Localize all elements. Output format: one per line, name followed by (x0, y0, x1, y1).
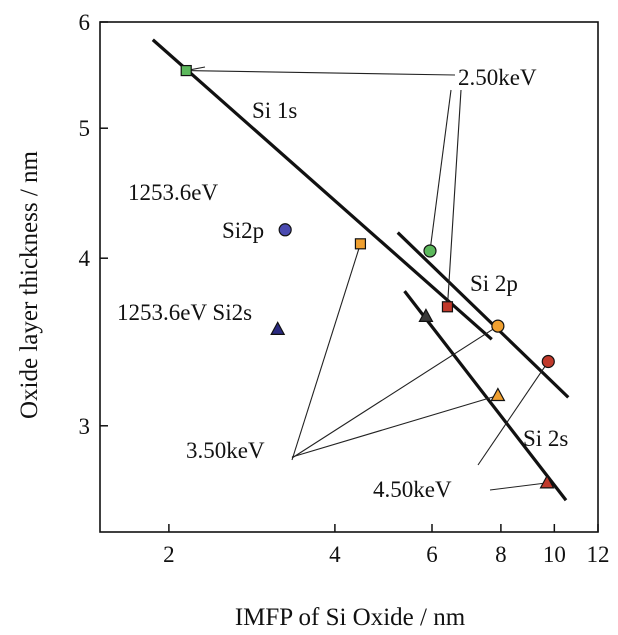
leader-line (291, 394, 499, 458)
fit-line-si-1s (151, 38, 493, 341)
fit-lines (151, 38, 570, 502)
data-point-triangle (418, 308, 434, 322)
x-tick-label: 12 (587, 542, 610, 567)
leader-line (446, 89, 462, 307)
x-tick-label: 2 (163, 542, 175, 567)
leader-line (477, 361, 549, 466)
annotation-3-50kev: 3.50keV (186, 438, 265, 463)
annotation-2-50kev: 2.50keV (458, 65, 537, 90)
leader-line (291, 325, 499, 459)
x-tick-label: 4 (329, 542, 341, 567)
y-tick-label: 6 (79, 10, 91, 35)
annotation-1253-eV: 1253.6eV (128, 180, 218, 205)
fit-line-si-2s (403, 290, 568, 502)
annotation-si2p: Si2p (222, 218, 264, 243)
annotation-4-50kev: 4.50keV (373, 477, 452, 502)
annotation-1253-eV-si2s: 1253.6eV Si2s (117, 300, 252, 325)
y-axis-title: Oxide layer thickness / nm (16, 150, 43, 419)
y-tick-label: 4 (79, 246, 91, 271)
data-point-triangle (539, 474, 555, 489)
leader-line (186, 70, 456, 76)
x-tick-label: 8 (495, 542, 507, 567)
data-point-square (180, 64, 192, 77)
leader-line (429, 89, 452, 252)
data-point-triangle (270, 321, 286, 335)
leader-line (489, 482, 548, 491)
x-axis-title: IMFP of Si Oxide / nm (235, 604, 466, 631)
data-point-square (441, 301, 454, 313)
data-point-circle (491, 319, 505, 333)
data-point-square (354, 238, 367, 250)
plot-border (99, 21, 599, 533)
annotation-si-2s: Si 2s (523, 426, 568, 451)
plot-frame (99, 21, 599, 533)
leader-lines (186, 66, 549, 491)
data-point-circle (541, 354, 555, 369)
fit-line-si-2p (396, 231, 570, 399)
data-point-circle (423, 244, 437, 258)
data-points (180, 64, 555, 489)
x-tick-label: 6 (426, 542, 438, 567)
x-tick-label: 10 (543, 542, 566, 567)
leader-line (291, 243, 361, 461)
annotation-si-1s: Si 1s (252, 98, 297, 123)
annotation-si-2p: Si 2p (470, 271, 518, 296)
y-tick-label: 5 (79, 116, 91, 141)
axis-ticks: 2 4 6 8 10 12 3 4 5 6 (79, 10, 610, 567)
y-tick-label: 3 (79, 414, 91, 439)
data-point-triangle (490, 387, 506, 402)
data-point-circle (278, 223, 292, 237)
